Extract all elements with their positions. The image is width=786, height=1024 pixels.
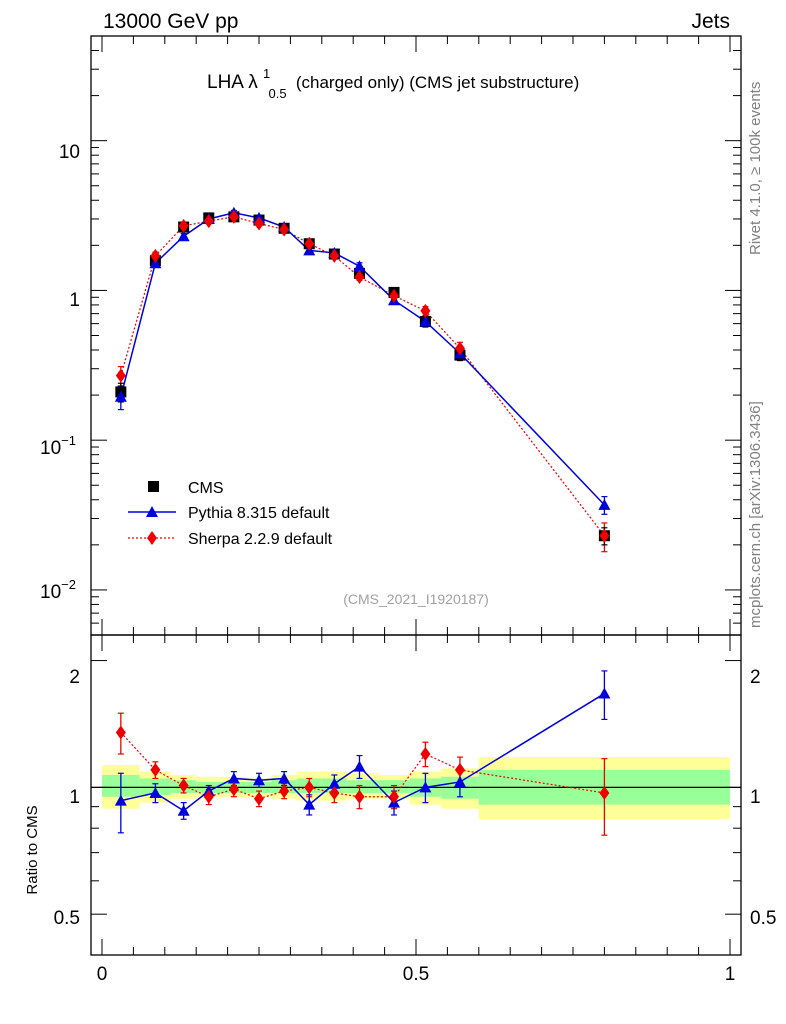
mcplots-label: mcplots.cern.ch [arXiv:1306.3436] bbox=[747, 401, 764, 628]
pythia-line bbox=[120, 212, 605, 506]
ratio-ytick-1-right: 1 bbox=[750, 787, 761, 808]
sherpa-point bbox=[178, 218, 189, 233]
ratio-pythia-point bbox=[227, 772, 240, 784]
pythia-point bbox=[353, 260, 366, 272]
ratio-sherpa-point bbox=[420, 747, 431, 762]
pythia-point bbox=[419, 315, 432, 327]
sherpa-point bbox=[329, 248, 340, 263]
ratio-pythia-point bbox=[598, 687, 611, 699]
sherpa-point bbox=[454, 341, 465, 356]
pythia-point bbox=[598, 498, 611, 510]
title-sup: 1 bbox=[263, 66, 270, 81]
ratio-pythia-point bbox=[114, 794, 127, 806]
legend: CMS Pythia 8.315 default Sherpa 2.2.9 de… bbox=[128, 480, 333, 548]
ratio-sherpa-point bbox=[279, 784, 290, 799]
title-sub: 0.5 bbox=[269, 86, 287, 101]
sherpa-point bbox=[304, 236, 315, 251]
ratio-sherpa-point bbox=[115, 725, 126, 740]
ratio-ytick-0.5-left: 0.5 bbox=[54, 908, 80, 929]
ratio-pythia-point bbox=[149, 786, 162, 798]
legend-cms-label: CMS bbox=[188, 480, 224, 497]
xtick-label-0: 0 bbox=[97, 964, 108, 985]
energy-label: 13000 GeV pp bbox=[103, 10, 238, 33]
sherpa-point bbox=[115, 368, 126, 383]
ytick-label-0.01: 10−2 bbox=[40, 577, 76, 603]
sherpa-point bbox=[279, 222, 290, 237]
ratio-ylabel: Ratio to CMS bbox=[24, 805, 41, 894]
ytick-label-1: 1 bbox=[69, 290, 80, 311]
ratio-sherpa-line bbox=[120, 732, 605, 800]
ratio-sherpa-point bbox=[178, 778, 189, 793]
sherpa-point bbox=[254, 216, 264, 231]
ratio-ytick-2-left: 2 bbox=[69, 667, 80, 688]
title-main: LHA λ bbox=[207, 72, 258, 93]
ratio-pythia-line bbox=[120, 692, 605, 812]
sherpa-point bbox=[420, 303, 431, 318]
legend-sherpa-label: Sherpa 2.2.9 default bbox=[188, 531, 333, 548]
ratio-sherpa-point bbox=[354, 789, 365, 804]
ratio-sherpa-point bbox=[203, 789, 214, 804]
ratio-sherpa-point bbox=[304, 780, 315, 795]
sherpa-point bbox=[354, 269, 365, 284]
ratio-pythia-point bbox=[253, 774, 265, 786]
ratio-sherpa-point bbox=[254, 791, 264, 806]
plot-title: LHA λ 1 0.5 (charged only) (CMS jet subs… bbox=[207, 62, 579, 103]
ratio-pythia-point bbox=[303, 798, 316, 810]
dynamic-marks bbox=[90, 35, 742, 956]
ratio-ytick-0.5-right: 0.5 bbox=[750, 908, 776, 929]
ratio-sherpa-point bbox=[329, 785, 340, 800]
ratio-pythia-point bbox=[353, 760, 366, 772]
ratio-sherpa-point bbox=[389, 789, 400, 804]
sherpa-point bbox=[228, 209, 239, 224]
ratio-band-inner bbox=[346, 780, 379, 793]
pythia-point bbox=[114, 390, 127, 402]
ratio-pythia-point bbox=[177, 804, 190, 816]
sherpa-point bbox=[389, 288, 400, 303]
rivet-label: Rivet 4.1.0, ≥ 100k events bbox=[747, 82, 764, 255]
xtick-label-1: 1 bbox=[725, 964, 736, 985]
ratio-ytick-2-right: 2 bbox=[750, 667, 761, 688]
sherpa-point bbox=[599, 528, 610, 543]
category-label: Jets bbox=[691, 10, 730, 33]
legend-pythia-marker bbox=[146, 506, 158, 517]
ratio-pythia-point bbox=[419, 781, 432, 793]
ratio-sherpa-point bbox=[599, 785, 610, 800]
ratio-pythia-point bbox=[328, 777, 341, 789]
legend-sherpa-marker bbox=[147, 531, 157, 545]
legend-cms-marker bbox=[148, 481, 159, 492]
ytick-label-10: 10 bbox=[59, 142, 80, 163]
legend-pythia-label: Pythia 8.315 default bbox=[188, 505, 330, 522]
analysis-watermark: (CMS_2021_I1920187) bbox=[343, 591, 489, 607]
ratio-sherpa-point bbox=[228, 782, 239, 797]
sherpa-point bbox=[150, 248, 161, 263]
xtick-label-0.5: 0.5 bbox=[403, 964, 429, 985]
ratio-pythia-point bbox=[278, 772, 291, 784]
ratio-sherpa-point bbox=[150, 762, 161, 777]
sherpa-point bbox=[203, 214, 214, 229]
ratio-sherpa-point bbox=[454, 762, 465, 777]
ytick-label-0.1: 10−1 bbox=[40, 433, 76, 459]
ratio-pythia-point bbox=[453, 775, 466, 787]
ratio-ytick-1-left: 1 bbox=[69, 787, 80, 808]
title-rest: (charged only) (CMS jet substructure) bbox=[296, 73, 579, 92]
pythia-point bbox=[177, 230, 190, 242]
